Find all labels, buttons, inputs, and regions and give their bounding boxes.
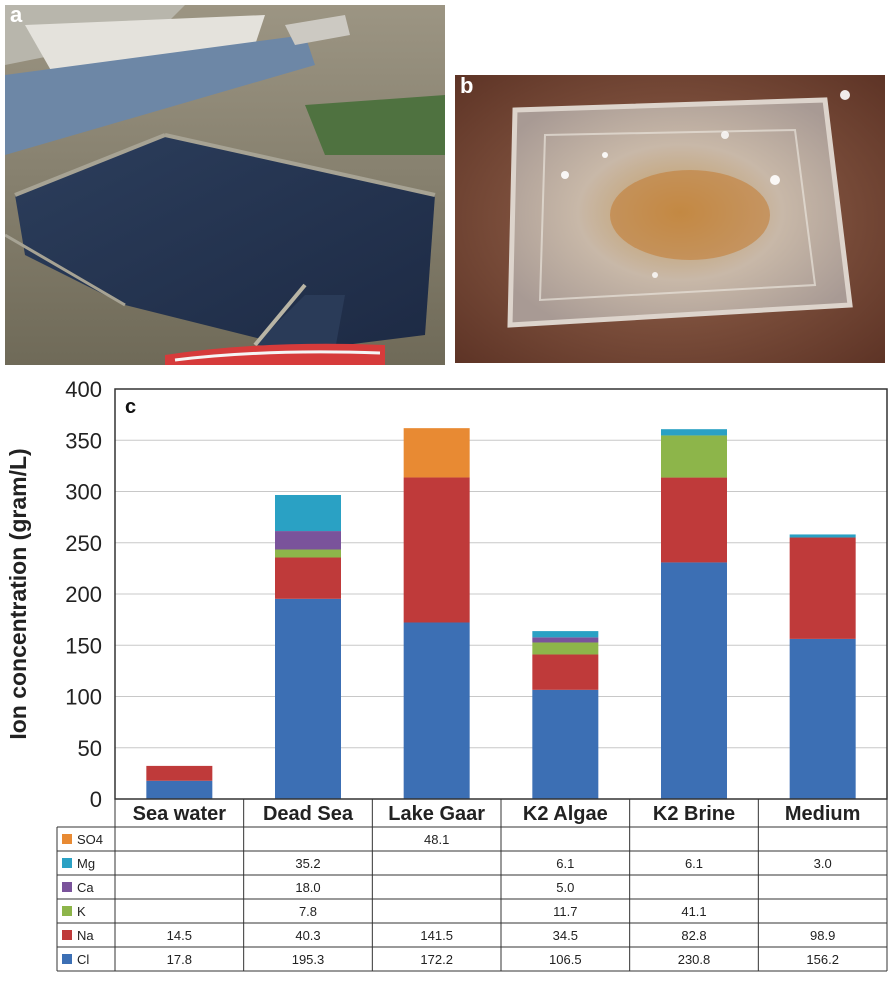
x-category-label: Medium bbox=[785, 803, 861, 825]
bar-segment-k bbox=[661, 435, 727, 478]
bar-series bbox=[146, 428, 856, 799]
legend-label-mg: Mg bbox=[77, 856, 95, 871]
aerial-photo-illustration bbox=[5, 5, 445, 365]
legend-label-k: K bbox=[77, 904, 86, 919]
data-label: 5.0 bbox=[556, 880, 574, 895]
data-label: 41.1 bbox=[681, 904, 706, 919]
data-label: 82.8 bbox=[681, 928, 706, 943]
bar-segment-na bbox=[789, 537, 856, 639]
bar-segment-ca bbox=[275, 531, 341, 550]
bar-segment-cl bbox=[275, 598, 341, 799]
y-tick-label: 50 bbox=[78, 736, 102, 761]
x-category-label: Sea water bbox=[133, 803, 227, 825]
legend-swatch-na bbox=[62, 930, 72, 940]
bar-segment-na bbox=[661, 477, 727, 563]
panel-a-aerial-photo bbox=[5, 5, 445, 365]
data-label: 98.9 bbox=[810, 928, 835, 943]
bar-segment-mg bbox=[661, 429, 727, 436]
bar-segment-na bbox=[532, 654, 599, 690]
x-category-label: K2 Brine bbox=[653, 803, 735, 825]
data-label: 17.8 bbox=[167, 952, 192, 967]
panel-c-label: c bbox=[125, 396, 136, 418]
data-label: 34.5 bbox=[553, 928, 578, 943]
data-label: 106.5 bbox=[549, 952, 582, 967]
data-label: 141.5 bbox=[420, 928, 453, 943]
legend-swatch-cl bbox=[62, 954, 72, 964]
panel-b-crystal-photo bbox=[455, 75, 885, 363]
data-label: 48.1 bbox=[424, 832, 449, 847]
data-table: Sea water Dead Sea Lake Gaar K2 Algae K2 Bri… bbox=[56, 799, 888, 972]
panel-b-label: b bbox=[460, 73, 474, 98]
data-label: 156.2 bbox=[806, 952, 839, 967]
ion-concentration-chart: 0 50 100 150 200 250 300 350 400 Sea water Dead S… bbox=[5, 377, 888, 972]
data-label: 35.2 bbox=[295, 856, 320, 871]
y-tick-label: 100 bbox=[65, 685, 102, 710]
y-tick-label: 300 bbox=[65, 480, 102, 505]
data-label: 7.8 bbox=[299, 904, 317, 919]
data-label: 14.5 bbox=[167, 928, 192, 943]
y-tick-label: 250 bbox=[65, 531, 102, 556]
bar-segment-cl bbox=[532, 689, 599, 799]
bar-segment-mg bbox=[789, 534, 856, 538]
data-label: 6.1 bbox=[556, 856, 574, 871]
y-tick-label: 200 bbox=[65, 582, 102, 607]
y-axis-title: Ion concentration (gram/L) bbox=[5, 448, 31, 739]
data-label: 18.0 bbox=[295, 880, 320, 895]
y-tick-label: 150 bbox=[65, 633, 102, 658]
bar-segment-ca bbox=[532, 637, 599, 643]
bar-segment-na bbox=[275, 557, 341, 599]
data-label: 230.8 bbox=[678, 952, 711, 967]
data-label: 40.3 bbox=[295, 928, 320, 943]
y-tick-label: 350 bbox=[65, 428, 102, 453]
crystal-photo-illustration bbox=[455, 75, 885, 363]
bar-segment-cl bbox=[146, 780, 213, 799]
bar-segment-na bbox=[403, 477, 470, 623]
legend-swatch-mg bbox=[62, 858, 72, 868]
bar-segment-cl bbox=[661, 562, 727, 799]
panel-a-label: a bbox=[10, 2, 23, 27]
data-label: 3.0 bbox=[814, 856, 832, 871]
legend-label-ca: Ca bbox=[77, 880, 94, 895]
data-label: 6.1 bbox=[685, 856, 703, 871]
bar-segment-mg bbox=[532, 631, 599, 638]
gridlines bbox=[115, 439, 887, 749]
y-tick-label: 400 bbox=[65, 377, 102, 402]
bar-segment-na bbox=[146, 765, 213, 781]
bar-segment-so4 bbox=[403, 428, 470, 478]
x-category-label: Dead Sea bbox=[263, 803, 354, 825]
bar-segment-mg bbox=[275, 494, 341, 532]
bar-segment-k bbox=[532, 642, 599, 655]
legend-swatch-k bbox=[62, 906, 72, 916]
bar-segment-cl bbox=[789, 638, 856, 799]
legend-label-so4: SO4 bbox=[77, 832, 103, 847]
legend-swatch-ca bbox=[62, 882, 72, 892]
data-label: 195.3 bbox=[292, 952, 325, 967]
data-label: 172.2 bbox=[420, 952, 453, 967]
legend-label-cl: Cl bbox=[77, 952, 89, 967]
x-category-label: K2 Algae bbox=[523, 803, 608, 825]
y-axis: 0 50 100 150 200 250 300 350 400 bbox=[65, 377, 102, 812]
y-tick-label: 0 bbox=[90, 787, 102, 812]
bar-segment-cl bbox=[403, 622, 470, 799]
bar-segment-k bbox=[275, 549, 341, 558]
legend-label-na: Na bbox=[77, 928, 94, 943]
x-category-label: Lake Gaar bbox=[388, 803, 485, 825]
data-label: 11.7 bbox=[553, 904, 577, 919]
legend-swatch-so4 bbox=[62, 834, 72, 844]
